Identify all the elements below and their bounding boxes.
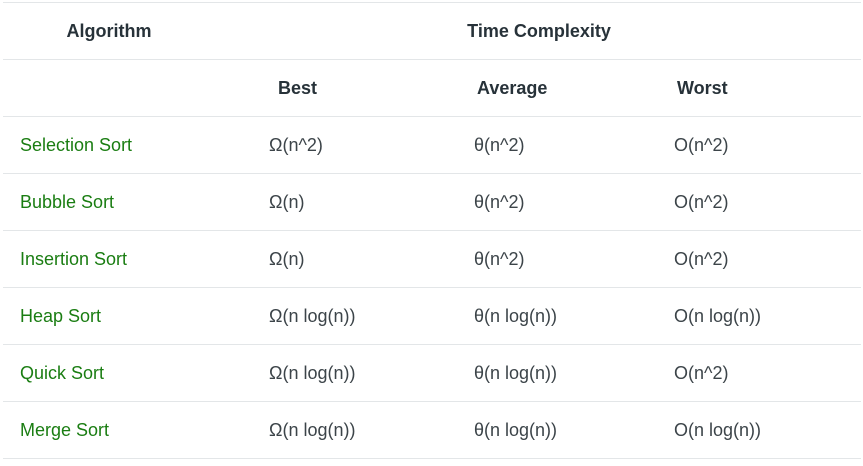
- worst-cell: O(n log(n)): [674, 419, 762, 440]
- worst-cell: O(n^2): [674, 191, 729, 212]
- algorithm-cell: Insertion Sort: [3, 231, 267, 288]
- table-row: Quick Sort Ω(n log(n)) θ(n log(n)) O(n^2…: [3, 344, 862, 402]
- average-cell: θ(n^2): [474, 248, 525, 269]
- table-row: Merge Sort Ω(n log(n)) θ(n log(n)) O(n l…: [3, 401, 862, 459]
- average-cell: θ(n log(n)): [474, 362, 558, 383]
- complexity-table: Algorithm Time Complexity Best Average W…: [3, 2, 862, 459]
- best-cell: Ω(n log(n)): [269, 362, 356, 383]
- header-best: Best: [278, 77, 318, 98]
- header-row-top: Algorithm Time Complexity: [3, 2, 862, 60]
- algorithm-cell: Merge Sort: [3, 402, 267, 459]
- table-row: Heap Sort Ω(n log(n)) θ(n log(n)) O(n lo…: [3, 287, 862, 345]
- header-empty: [3, 60, 267, 117]
- algorithm-link[interactable]: Heap Sort: [20, 305, 102, 326]
- algorithm-cell: Bubble Sort: [3, 174, 267, 231]
- algorithm-link[interactable]: Bubble Sort: [20, 191, 115, 212]
- worst-cell: O(n log(n)): [674, 305, 762, 326]
- header-time-complexity: Time Complexity: [467, 20, 611, 41]
- table-row: Selection Sort Ω(n^2) θ(n^2) O(n^2): [3, 116, 862, 174]
- best-cell: Ω(n): [269, 248, 305, 269]
- worst-cell: O(n^2): [674, 248, 729, 269]
- algorithm-cell: Heap Sort: [3, 288, 267, 345]
- average-cell: θ(n^2): [474, 191, 525, 212]
- header-algorithm: Algorithm: [66, 20, 152, 41]
- average-cell: θ(n^2): [474, 134, 525, 155]
- header-worst: Worst: [677, 77, 728, 98]
- worst-cell: O(n^2): [674, 134, 729, 155]
- algorithm-link[interactable]: Selection Sort: [20, 134, 133, 155]
- table-row: Bubble Sort Ω(n) θ(n^2) O(n^2): [3, 173, 862, 231]
- average-cell: θ(n log(n)): [474, 305, 558, 326]
- average-cell: θ(n log(n)): [474, 419, 558, 440]
- algorithm-link[interactable]: Merge Sort: [20, 419, 110, 440]
- best-cell: Ω(n log(n)): [269, 305, 356, 326]
- best-cell: Ω(n): [269, 191, 305, 212]
- worst-cell: O(n^2): [674, 362, 729, 383]
- best-cell: Ω(n^2): [269, 134, 323, 155]
- algorithm-cell: Quick Sort: [3, 345, 267, 402]
- header-average: Average: [477, 77, 548, 98]
- best-cell: Ω(n log(n)): [269, 419, 356, 440]
- algorithm-link[interactable]: Quick Sort: [20, 362, 105, 383]
- algorithm-cell: Selection Sort: [3, 117, 267, 174]
- header-row-sub: Best Average Worst: [3, 59, 862, 117]
- algorithm-link[interactable]: Insertion Sort: [20, 248, 128, 269]
- table-row: Insertion Sort Ω(n) θ(n^2) O(n^2): [3, 230, 862, 288]
